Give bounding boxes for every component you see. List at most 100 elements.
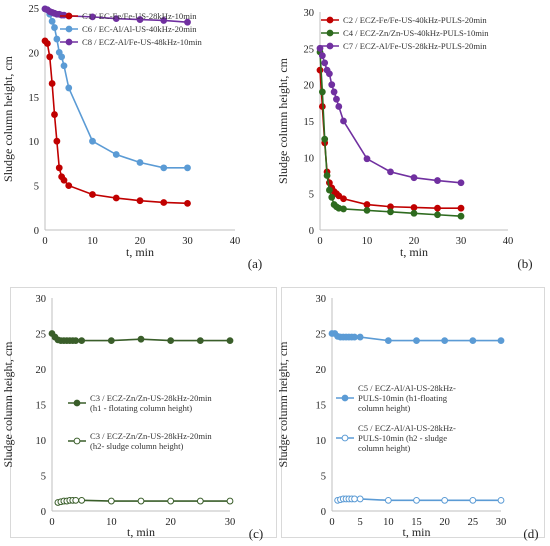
data-point <box>469 496 477 504</box>
data-point <box>384 337 392 344</box>
data-point <box>434 211 441 219</box>
data-point <box>434 204 441 212</box>
legend-label: C3 / ECZ-Zn/Zn-US-28kHz-20min <box>90 431 212 441</box>
legend-label: (h1 - flotating column height) <box>90 403 192 413</box>
x-tick-label: 15 <box>411 517 422 528</box>
x-tick-label: 40 <box>230 236 241 247</box>
y-tick-label: 10 <box>316 436 327 447</box>
y-axis-label: Sludge column height, cm <box>1 341 15 468</box>
y-tick-label: 10 <box>304 153 315 164</box>
data-point <box>226 337 234 344</box>
data-point <box>387 168 394 176</box>
y-tick-label: 30 <box>304 8 315 19</box>
data-point <box>60 62 68 70</box>
y-tick-label: 0 <box>309 226 314 237</box>
data-point <box>160 17 168 24</box>
y-tick-label: 0 <box>34 226 39 237</box>
x-tick-label: 40 <box>503 236 514 247</box>
y-tick-label: 20 <box>36 365 47 376</box>
legend-swatch-marker <box>73 437 81 445</box>
y-axis-label: Sludge column height, cm <box>276 341 290 468</box>
data-point <box>326 186 333 194</box>
x-tick-label: 30 <box>182 236 193 247</box>
y-tick-label: 15 <box>36 401 47 412</box>
data-point <box>137 497 145 505</box>
data-point <box>112 151 120 158</box>
legend-label: C5 / ECZ-Al/Al-US-28kHz- <box>358 383 456 393</box>
data-point <box>323 172 331 179</box>
data-point <box>335 192 343 200</box>
data-point <box>356 333 364 341</box>
y-tick-label: 30 <box>36 294 47 305</box>
data-point <box>137 335 145 343</box>
y-tick-label: 20 <box>29 48 40 59</box>
data-point <box>65 84 73 92</box>
series-line <box>319 70 461 209</box>
data-point <box>51 111 58 118</box>
data-point <box>318 88 326 96</box>
legend-swatch-marker <box>65 12 73 20</box>
x-tick-label: 0 <box>49 517 54 528</box>
legend-swatch-marker <box>65 25 73 33</box>
data-point <box>107 337 115 344</box>
legend-label: C6 / EC-Al/Al-US-40kHz-20min <box>82 24 197 34</box>
data-point <box>351 333 358 341</box>
data-point <box>53 35 61 43</box>
y-tick-label: 25 <box>316 330 327 341</box>
data-point <box>136 159 144 166</box>
legend-label: C5 / ECZ-Al/Al-US-28kHz- <box>358 423 456 433</box>
data-point <box>78 496 86 504</box>
y-tick-label: 25 <box>304 44 315 55</box>
x-tick-label: 25 <box>468 517 479 528</box>
legend-swatch-marker <box>73 399 81 407</box>
legend-swatch-marker <box>326 29 334 37</box>
legend-label: C4 / ECZ-Zn/Zn-US-40kHz-PULS-10min <box>343 28 489 38</box>
x-axis-label: t, min <box>126 245 154 259</box>
panel-frame-d <box>281 287 545 538</box>
y-tick-label: 25 <box>36 330 47 341</box>
x-tick-label: 0 <box>329 517 334 528</box>
y-tick-label: 20 <box>316 365 327 376</box>
x-tick-label: 30 <box>496 517 507 528</box>
data-point <box>441 337 449 344</box>
panel-label: (a) <box>248 256 262 271</box>
data-point <box>387 208 394 216</box>
x-tick-label: 0 <box>42 236 47 247</box>
data-point <box>89 137 96 145</box>
data-point <box>226 497 234 505</box>
data-point <box>441 496 449 504</box>
legend-label: PULS-10min (h2 - sludge <box>358 433 447 443</box>
chart-panel-d: 0 5 10 15 20 25 30 0 5 10 15 20 25 30 t, min Sludge col… <box>276 294 539 541</box>
y-tick-label: 5 <box>309 190 314 201</box>
legend-swatch-marker <box>341 394 349 402</box>
x-tick-label: 10 <box>383 517 394 528</box>
data-point <box>356 495 364 503</box>
legend-label: C3 / ECZ-Zn/Zn-US-28kHz-20min <box>90 393 212 403</box>
data-point <box>340 195 347 203</box>
data-point <box>65 182 73 190</box>
legend-label: PULS-10min (h1-floating <box>358 393 448 403</box>
x-axis-label: t, min <box>127 525 155 539</box>
legend-swatch-marker <box>65 38 73 46</box>
data-point <box>410 204 418 211</box>
data-point <box>160 199 168 206</box>
y-tick-label: 30 <box>316 294 327 305</box>
data-point <box>457 179 465 187</box>
data-point <box>333 95 340 103</box>
data-point <box>469 337 477 344</box>
panel-frame-c <box>10 287 277 538</box>
data-point <box>46 53 54 61</box>
x-axis-label: t, min <box>400 245 428 259</box>
x-tick-label: 20 <box>165 517 176 528</box>
data-point <box>72 496 80 504</box>
data-point <box>184 18 191 26</box>
x-tick-label: 30 <box>225 517 236 528</box>
data-point <box>328 193 336 201</box>
data-point <box>410 174 418 182</box>
legend-label: column height) <box>358 403 410 413</box>
x-tick-label: 20 <box>439 517 450 528</box>
data-point <box>136 16 144 23</box>
y-tick-label: 5 <box>41 472 46 483</box>
data-point <box>326 70 333 78</box>
y-tick-label: 25 <box>29 4 40 15</box>
